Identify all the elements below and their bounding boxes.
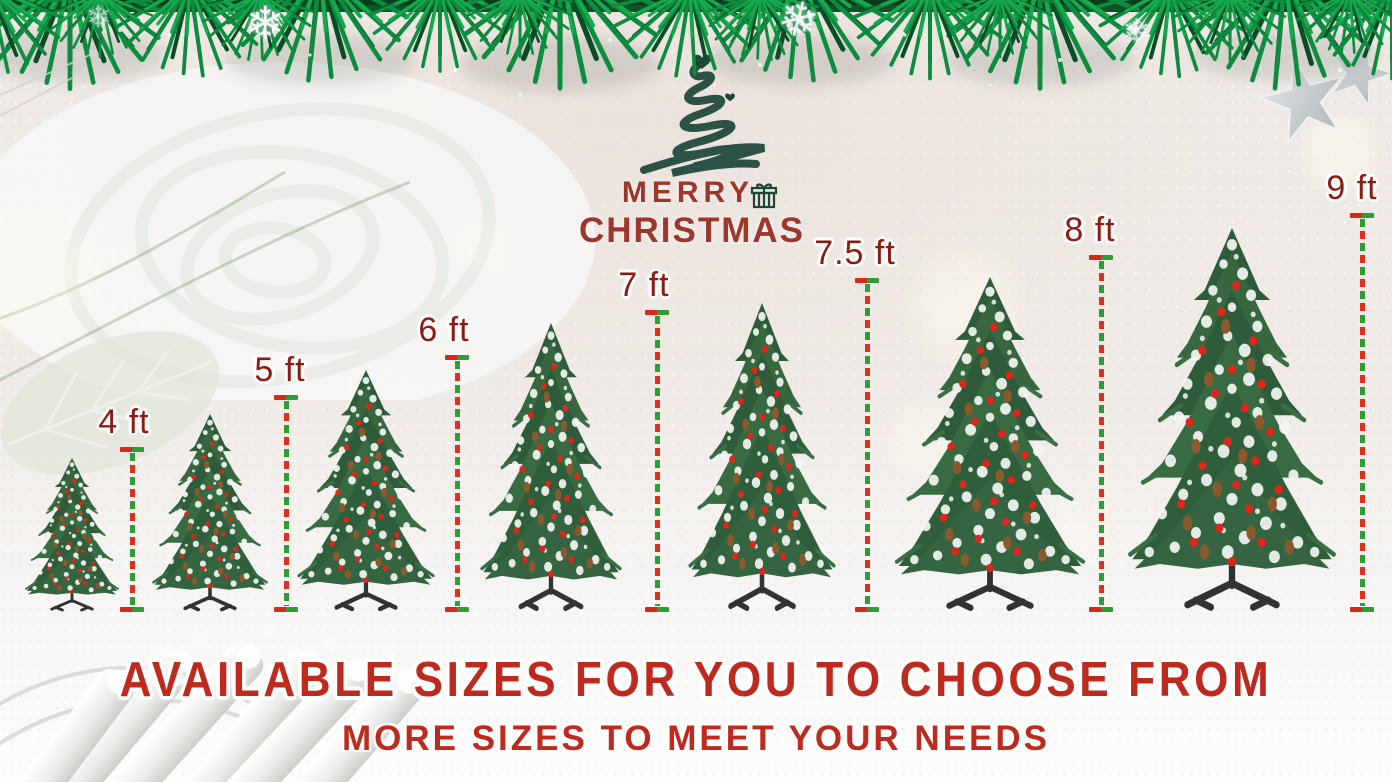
subheadline-more-sizes: MORE SIZES TO MEET YOUR NEEDS (341, 719, 1051, 758)
size-label-8ft: 8 ft (1064, 211, 1116, 249)
white-candles-decoration (0, 624, 440, 782)
measure-line-7-5ft (854, 278, 880, 612)
size-label-9ft: 9 ft (1326, 169, 1378, 207)
headline-available-sizes: AVAILABLE SIZES FOR YOU TO CHOOSE FROM (119, 653, 1273, 707)
christmas-text: CHRISTMAS (578, 211, 806, 250)
snowflake-icon: ❄ (1122, 12, 1151, 52)
christmas-tree-9ft (1126, 228, 1338, 612)
pine-garland (0, 0, 1392, 117)
measure-line-7ft (644, 310, 670, 612)
measure-line-4ft (119, 447, 145, 612)
snowflake-icon: ❄ (246, 0, 285, 50)
size-label-6ft: 6 ft (418, 311, 470, 349)
measure-line-8ft (1088, 255, 1114, 612)
white-rose-decoration (0, 62, 595, 400)
merry-text: MERRY (621, 176, 755, 209)
christmas-tree-8ft (893, 277, 1087, 612)
gift-icon (750, 183, 778, 209)
frosted-leaf-decoration (0, 331, 220, 475)
snowflake-icon: ❄ (86, 0, 112, 35)
scribble-tree-icon (640, 54, 766, 177)
christmas-tree-7-5ft (687, 303, 837, 612)
measure-line-6ft (444, 355, 470, 612)
size-label-7-5ft: 7.5 ft (814, 234, 896, 272)
measure-line-5ft (273, 395, 299, 612)
size-label-5ft: 5 ft (254, 351, 306, 389)
measure-line-9ft (1349, 213, 1375, 612)
size-label-7ft: 7 ft (618, 266, 670, 304)
size-label-4ft: 4 ft (98, 403, 150, 441)
